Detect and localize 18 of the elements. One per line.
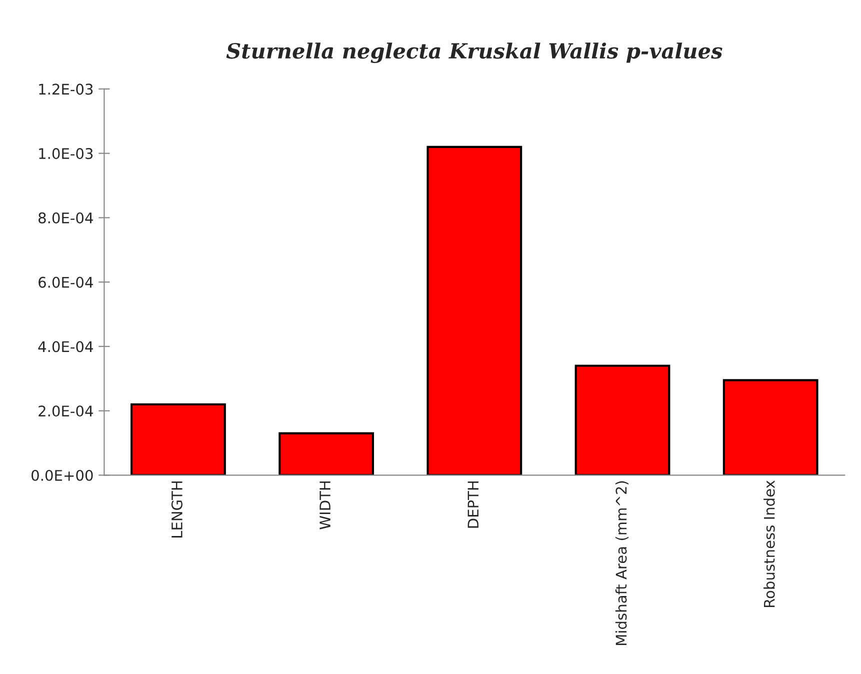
- x-tick-label: LENGTH: [171, 481, 182, 538]
- x-tick-label: Midshaft Area (mm^2): [615, 481, 628, 645]
- chart-title: Sturnella neglecta Kruskal Wallis p-values: [226, 42, 722, 64]
- y-tick-label: 8.0E-04: [38, 212, 93, 224]
- x-tick-label: DEPTH: [468, 481, 478, 528]
- y-tick-label: 0.0E+00: [32, 470, 93, 481]
- x-tick-label: Robustness Index: [764, 480, 775, 608]
- y-tick-label: 6.0E-04: [38, 276, 93, 288]
- y-tick-label: 2.0E-04: [38, 406, 93, 417]
- bar: [574, 364, 670, 476]
- y-tick-label: 4.0E-04: [38, 341, 93, 352]
- bar: [130, 403, 226, 476]
- bar: [426, 146, 522, 476]
- bar: [722, 379, 818, 476]
- y-tick-label: 1.2E-03: [39, 84, 93, 95]
- x-tick-label: WIDTH: [320, 481, 330, 530]
- y-tick-label: 1.0E-03: [39, 148, 93, 160]
- bar: [278, 432, 374, 476]
